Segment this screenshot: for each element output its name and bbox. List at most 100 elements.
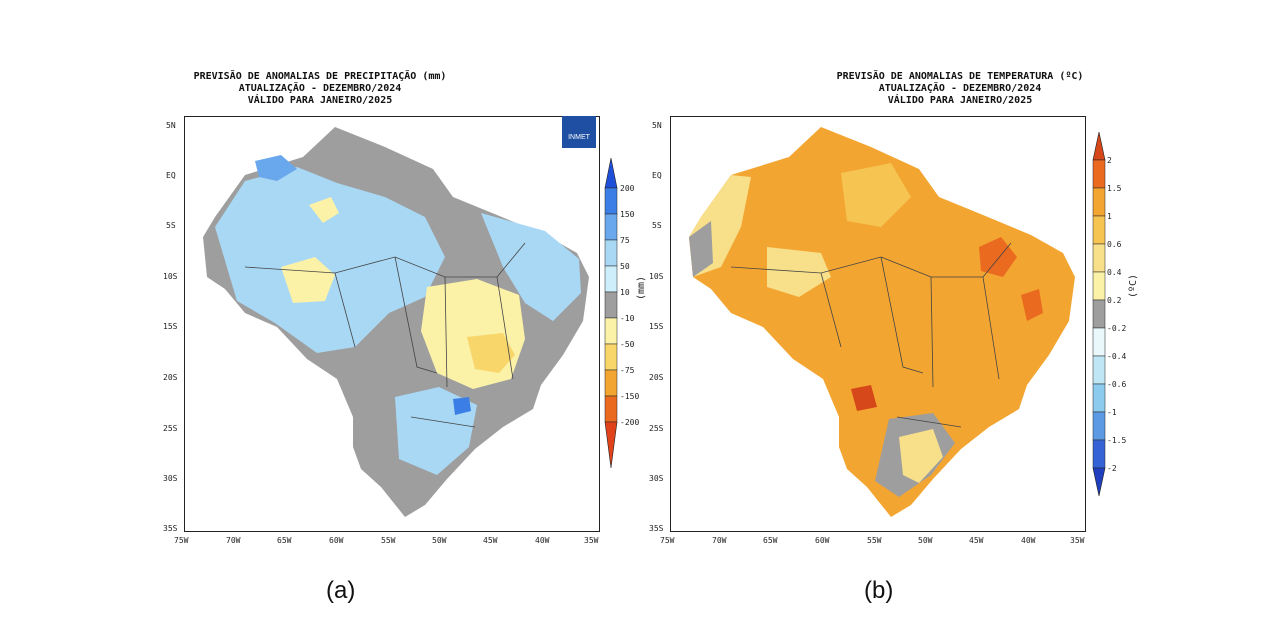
wet-core-south <box>453 397 471 415</box>
colorbar-label: 75 <box>620 236 630 245</box>
lon-tick: 65W <box>277 536 292 545</box>
colorbar-segment <box>1092 159 1106 189</box>
title-line: VÁLIDO PARA JANEIRO/2025 <box>247 95 393 106</box>
colorbar-label: -150 <box>620 392 640 401</box>
caption: (a) <box>326 577 356 604</box>
colorbar-label: 150 <box>620 210 635 219</box>
mild-south <box>899 429 943 483</box>
lon-tick: 45W <box>969 536 984 545</box>
colorbar-label: 200 <box>620 184 635 193</box>
dry-patch-west <box>281 257 335 303</box>
lon-tick: 70W <box>712 536 727 545</box>
state-borders <box>244 242 526 428</box>
colorbar-segment <box>604 369 618 397</box>
colorbar-segment <box>604 239 618 267</box>
lon-tick: 55W <box>381 536 396 545</box>
colorbar-label: 0.4 <box>1107 268 1122 277</box>
title-line: ATUALIZAÇÃO - DEZEMBRO/2024 <box>238 83 402 94</box>
wet-region-northeast <box>481 213 581 321</box>
lon-tick: 50W <box>918 536 933 545</box>
colorbar-segment <box>1092 271 1106 301</box>
lon-tick: 65W <box>763 536 778 545</box>
lat-tick: 20S <box>163 373 178 382</box>
lat-tick: 15S <box>649 322 664 331</box>
mild-central <box>767 247 831 297</box>
wet-region <box>215 167 445 353</box>
colorbar-segment <box>1092 327 1106 357</box>
colorbar-label: -1.5 <box>1107 436 1127 445</box>
colorbar-label: 0.2 <box>1107 296 1122 305</box>
map-title: PREVISÃO DE ANOMALIAS DE PRECIPITAÇÃO (m… <box>0 71 640 107</box>
colorbar-label: -75 <box>620 366 635 375</box>
colorbar-label: 2 <box>1107 156 1112 165</box>
hot-east-2 <box>1021 289 1043 321</box>
lon-tick: 75W <box>174 536 189 545</box>
lat-tick: 5N <box>166 121 176 130</box>
colorbar-segment <box>1092 299 1106 329</box>
map-title: PREVISÃO DE ANOMALIAS DE TEMPERATURA (ºC… <box>640 71 1280 107</box>
lat-tick: 35S <box>163 524 178 533</box>
colorbar-label: 10 <box>620 288 630 297</box>
lat-tick: 5S <box>166 221 176 230</box>
temperature-colorbar <box>1092 132 1106 497</box>
lat-tick: EQ <box>652 171 662 180</box>
dry-core <box>467 333 515 373</box>
lat-tick: 25S <box>649 424 664 433</box>
dry-patch-north <box>309 197 339 223</box>
colorbar-segment <box>1092 383 1106 413</box>
caption: (b) <box>864 577 894 604</box>
lon-tick: 55W <box>867 536 882 545</box>
colorbar-bottom-arrow <box>604 421 618 469</box>
colorbar-label: -1 <box>1107 408 1117 417</box>
lon-tick: 35W <box>1070 536 1085 545</box>
lon-tick: 75W <box>660 536 675 545</box>
colorbar-label: -2 <box>1107 464 1117 473</box>
lon-tick: 35W <box>584 536 599 545</box>
inmet-logo: INMET <box>562 116 596 148</box>
precip-colorbar <box>604 158 618 469</box>
lat-tick: 30S <box>649 474 664 483</box>
panel-precipitation: PREVISÃO DE ANOMALIAS DE PRECIPITAÇÃO (m… <box>0 71 647 604</box>
lat-tick: 5S <box>652 221 662 230</box>
lon-tick: 45W <box>483 536 498 545</box>
lat-tick: 25S <box>163 424 178 433</box>
colorbar-segment <box>1092 439 1106 469</box>
colorbar-segment <box>1092 355 1106 385</box>
colorbar-segment <box>1092 187 1106 217</box>
lat-tick: EQ <box>166 171 176 180</box>
temperature-map <box>670 116 1086 532</box>
colorbar-label: -10 <box>620 314 635 323</box>
precip-map-svg <box>203 127 589 517</box>
colorbar-label: -0.2 <box>1107 324 1127 333</box>
colorbar-segment <box>604 213 618 241</box>
colorbar-segment <box>604 395 618 423</box>
colorbar-label: -50 <box>620 340 635 349</box>
colorbar-bottom-arrow <box>1092 467 1106 497</box>
panel-temperature: PREVISÃO DE ANOMALIAS DE TEMPERATURA (ºC… <box>640 0 1280 627</box>
title-line: PREVISÃO DE ANOMALIAS DE TEMPERATURA (ºC… <box>836 71 1084 82</box>
lon-tick: 40W <box>1021 536 1036 545</box>
colorbar-label: 0.6 <box>1107 240 1122 249</box>
colorbar-label: 1.5 <box>1107 184 1122 193</box>
lat-tick: 10S <box>649 272 664 281</box>
precip-map <box>184 116 600 532</box>
colorbar-segment <box>1092 411 1106 441</box>
colorbar-segment <box>604 317 618 345</box>
colorbar-label: -0.4 <box>1107 352 1127 361</box>
colorbar-segment <box>604 265 618 293</box>
lat-tick: 30S <box>163 474 178 483</box>
colorbar-segment <box>604 343 618 371</box>
unit-label: (ºC) <box>1128 273 1139 298</box>
colorbar-top-arrow <box>604 158 618 189</box>
neutral-west <box>689 221 713 277</box>
title-line: PREVISÃO DE ANOMALIAS DE PRECIPITAÇÃO (m… <box>193 71 447 82</box>
lat-tick: 35S <box>649 524 664 533</box>
colorbar-label: -0.6 <box>1107 380 1127 389</box>
colorbar-segment <box>604 187 618 215</box>
colorbar-label: 50 <box>620 262 630 271</box>
lon-tick: 40W <box>535 536 550 545</box>
lon-tick: 50W <box>432 536 447 545</box>
temperature-map-svg <box>689 127 1075 517</box>
lon-tick: 60W <box>815 536 830 545</box>
colorbar-segment <box>604 291 618 319</box>
